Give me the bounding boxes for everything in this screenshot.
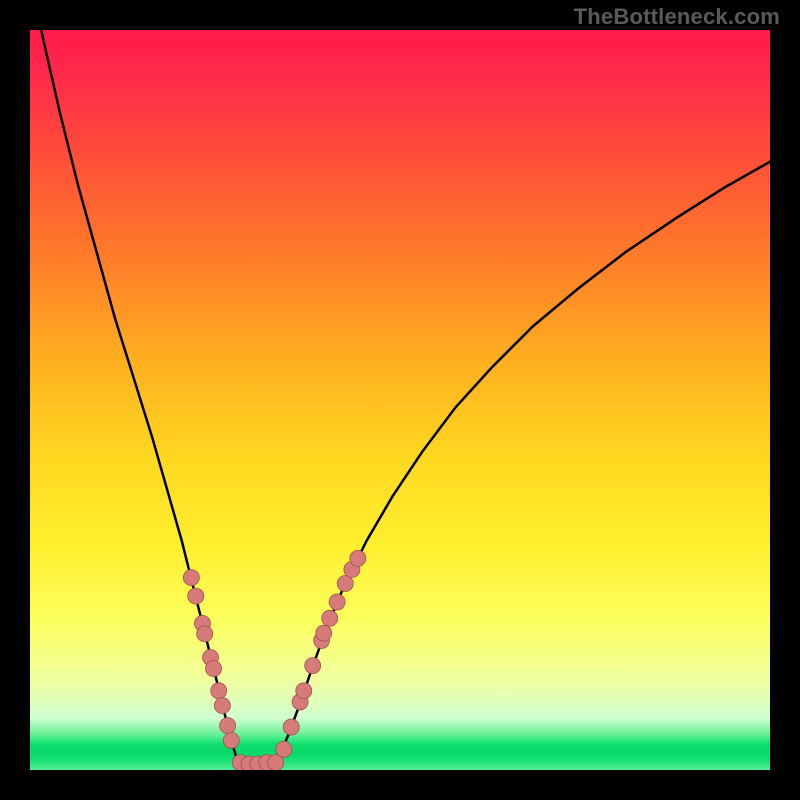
- plot-area: [30, 30, 770, 770]
- data-marker: [188, 588, 204, 604]
- data-marker: [220, 718, 236, 734]
- data-marker: [322, 610, 338, 626]
- data-marker: [316, 625, 332, 641]
- data-marker: [329, 594, 345, 610]
- data-marker: [197, 626, 213, 642]
- data-marker: [276, 741, 292, 757]
- data-marker: [223, 732, 239, 748]
- data-marker: [350, 550, 366, 566]
- data-marker: [183, 570, 199, 586]
- watermark-text: TheBottleneck.com: [574, 4, 780, 30]
- data-marker: [296, 683, 312, 699]
- bottleneck-curve-chart: [30, 30, 770, 770]
- data-marker: [337, 576, 353, 592]
- chart-container: TheBottleneck.com: [0, 0, 800, 800]
- data-marker: [305, 658, 321, 674]
- data-marker: [211, 683, 227, 699]
- data-marker: [214, 698, 230, 714]
- data-marker: [206, 661, 222, 677]
- data-marker: [283, 719, 299, 735]
